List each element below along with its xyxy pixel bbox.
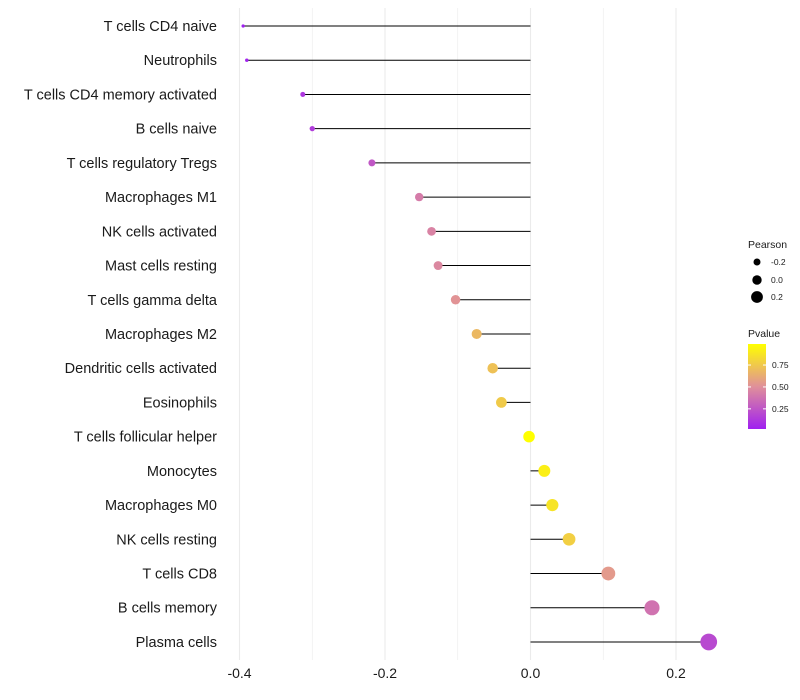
x-tick-label: 0.2 <box>666 665 686 681</box>
category-label: T cells follicular helper <box>74 430 217 446</box>
data-point <box>433 261 443 271</box>
data-point <box>496 397 507 408</box>
size-legend-key <box>752 275 762 285</box>
category-label: T cells CD4 memory activated <box>24 87 217 103</box>
size-legend-label: -0.2 <box>771 257 786 267</box>
data-point <box>245 58 249 62</box>
y-axis-labels: T cells CD4 naive Neutrophils T cells CD4 … <box>24 19 218 651</box>
data-point <box>644 600 660 616</box>
category-label: T cells regulatory Tregs <box>67 156 217 172</box>
category-label: NK cells resting <box>116 532 217 548</box>
size-legend-key <box>753 258 761 266</box>
category-label: Macrophages M0 <box>105 498 217 514</box>
category-label: Plasma cells <box>136 635 217 651</box>
category-label: T cells CD8 <box>142 567 217 583</box>
category-label: Macrophages M2 <box>105 327 217 343</box>
category-label: Mast cells resting <box>105 259 217 275</box>
category-label: B cells naive <box>136 122 217 138</box>
data-point <box>241 24 245 28</box>
category-label: T cells gamma delta <box>88 293 218 309</box>
points <box>241 24 718 651</box>
color-legend-label: 0.50 <box>772 382 789 392</box>
grid-lines <box>238 8 677 660</box>
data-point <box>562 532 576 546</box>
category-label: Monocytes <box>147 464 217 480</box>
data-point <box>309 126 315 132</box>
category-label: B cells memory <box>118 601 218 617</box>
color-legend-title: Pvalue <box>748 328 780 340</box>
data-point <box>368 159 376 167</box>
category-label: Dendritic cells activated <box>65 361 217 377</box>
data-point <box>427 226 436 236</box>
category-label: Eosinophils <box>143 395 217 411</box>
category-label: Macrophages M1 <box>105 190 217 206</box>
x-tick-label: -0.2 <box>373 665 397 681</box>
category-label: T cells CD4 naive <box>104 19 217 35</box>
data-point <box>450 295 461 305</box>
category-label: NK cells activated <box>102 224 217 240</box>
size-legend-title: Pearson <box>748 239 787 251</box>
color-legend-label: 0.75 <box>772 360 789 370</box>
x-tick-label: -0.4 <box>227 665 251 681</box>
color-bar <box>748 344 766 429</box>
legend: Pearson Pvalue -0.2 0.0 0.2 0.75 0.50 0.25 <box>748 239 789 429</box>
data-point <box>546 498 559 512</box>
data-point <box>601 566 616 581</box>
stems <box>243 25 709 643</box>
category-label: Neutrophils <box>144 53 217 69</box>
data-point <box>471 328 482 340</box>
x-tick-label: 0.0 <box>521 665 541 681</box>
x-axis-ticks: -0.4 -0.2 0.0 0.2 <box>227 665 686 681</box>
data-point <box>487 362 498 374</box>
size-legend-label: 0.0 <box>771 275 783 285</box>
data-point <box>700 633 718 651</box>
data-point <box>415 192 424 202</box>
size-legend-label: 0.2 <box>771 292 783 302</box>
data-point <box>300 91 306 97</box>
data-point <box>523 430 535 443</box>
data-point <box>538 464 551 477</box>
size-legend-key <box>751 291 763 303</box>
color-legend-label: 0.25 <box>772 404 789 414</box>
